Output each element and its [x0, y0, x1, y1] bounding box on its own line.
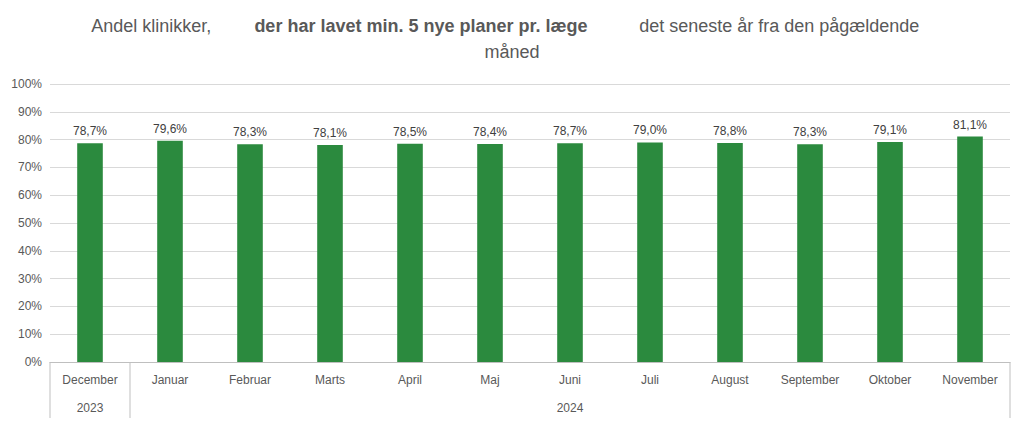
svg-text:78,3%: 78,3%: [233, 125, 267, 139]
svg-text:50%: 50%: [18, 216, 42, 230]
svg-text:78,5%: 78,5%: [393, 125, 427, 139]
svg-text:Juni: Juni: [559, 373, 581, 387]
svg-text:81,1%: 81,1%: [953, 118, 987, 132]
svg-text:78,8%: 78,8%: [713, 124, 747, 138]
svg-text:80%: 80%: [18, 133, 42, 147]
svg-text:2024: 2024: [557, 401, 584, 415]
svg-text:November: November: [942, 373, 997, 387]
svg-text:78,7%: 78,7%: [553, 124, 587, 138]
svg-text:Marts: Marts: [315, 373, 345, 387]
svg-text:Februar: Februar: [229, 373, 271, 387]
svg-text:79,0%: 79,0%: [633, 123, 667, 137]
svg-text:90%: 90%: [18, 105, 42, 119]
svg-text:79,1%: 79,1%: [873, 123, 907, 137]
svg-text:2023: 2023: [77, 401, 104, 415]
svg-text:79,6%: 79,6%: [153, 122, 187, 136]
svg-text:Maj: Maj: [480, 373, 499, 387]
svg-text:20%: 20%: [18, 299, 42, 313]
svg-text:0%: 0%: [25, 355, 43, 369]
svg-text:Januar: Januar: [152, 373, 189, 387]
svg-text:December: December: [62, 373, 117, 387]
svg-text:April: April: [398, 373, 422, 387]
svg-text:Juli: Juli: [641, 373, 659, 387]
svg-text:78,4%: 78,4%: [473, 125, 507, 139]
svg-text:100%: 100%: [11, 77, 42, 91]
svg-text:78,3%: 78,3%: [793, 125, 827, 139]
svg-text:måned: måned: [484, 42, 539, 62]
svg-text:40%: 40%: [18, 244, 42, 258]
svg-text:der har lavet min. 5 nye plane: der har lavet min. 5 nye planer pr. læge: [254, 16, 587, 36]
svg-text:78,7%: 78,7%: [73, 124, 107, 138]
svg-text:78,1%: 78,1%: [313, 126, 347, 140]
svg-text:30%: 30%: [18, 272, 42, 286]
svg-text:70%: 70%: [18, 160, 42, 174]
svg-text:10%: 10%: [18, 327, 42, 341]
svg-text:September: September: [781, 373, 840, 387]
svg-text:Oktober: Oktober: [869, 373, 912, 387]
svg-text:det seneste år fra den pågælde: det seneste år fra den pågældende: [634, 16, 924, 36]
svg-text:Andel klinikker,: Andel klinikker,: [91, 16, 216, 36]
svg-text:60%: 60%: [18, 188, 42, 202]
svg-text:August: August: [711, 373, 749, 387]
